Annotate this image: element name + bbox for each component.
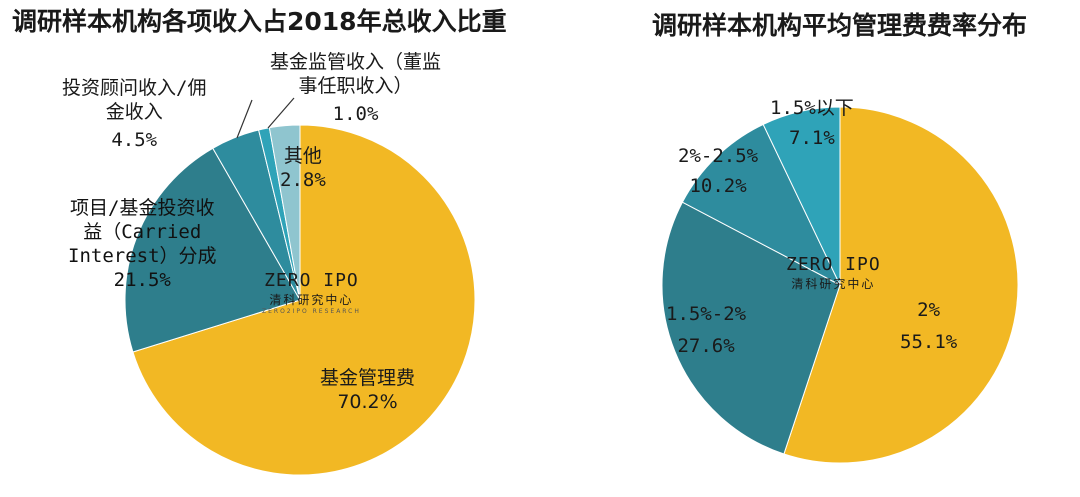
left-chart-title: 调研样本机构各项收入占2018年总收入比重 (12, 7, 507, 36)
left-pie (124, 124, 476, 476)
slice-name: 2% (917, 299, 941, 321)
right-pie-slice-2 (681, 123, 842, 287)
slice-name: Interest）分成 (68, 245, 217, 267)
slice-value: 4.5% (111, 129, 158, 151)
slice-name: 其他 (283, 145, 322, 167)
slice-value: 10.2% (689, 175, 747, 197)
left-slice-label-management-fee: 基金管理费 70.2% (320, 366, 415, 414)
slice-value: 27.6% (677, 335, 735, 357)
right-slice-label-2pct: 2% 55.1% (900, 298, 957, 354)
watermark-brand: ZERO IPO (264, 270, 359, 291)
watermark-subtitle: 清科研究中心 (269, 293, 354, 307)
right-slice-label-2-2-5pct: 2%-2.5% 10.2% (678, 144, 758, 198)
leader-line-supervision (267, 97, 295, 129)
slice-name: 项目/基金投资收 (70, 197, 215, 219)
watermark-left: ZERO IPO 清科研究中心 ZERO2IPO RESEARCH (262, 270, 361, 315)
left-slice-label-advisory: 投资顾问收入/佣 金收入 4.5% (62, 76, 206, 152)
watermark-subtitle: 清科研究中心 (791, 277, 876, 291)
left-slice-label-supervision: 基金监管收入（董监 事任职收入） 1.0% (270, 50, 441, 126)
slice-name: 基金监管收入（董监 (270, 51, 442, 73)
slice-name: 金收入 (105, 101, 163, 123)
left-slice-label-other: 其他 2.8% (280, 144, 326, 192)
left-pie-slice-4 (268, 124, 301, 301)
watermark-right: ZERO IPO 清科研究中心 (786, 254, 881, 292)
watermark-brand: ZERO IPO (786, 254, 881, 275)
slice-name: 基金管理费 (320, 367, 416, 389)
slice-name: 2%-2.5% (678, 145, 759, 167)
slice-value: 55.1% (900, 331, 958, 353)
left-pie-slice-1 (124, 147, 301, 353)
slice-name: 1.5%以下 (770, 97, 854, 119)
slice-name: 投资顾问收入/佣 (62, 77, 207, 99)
right-chart-title: 调研样本机构平均管理费费率分布 (652, 11, 1028, 40)
right-pie-slice-0 (783, 106, 1019, 464)
slice-value: 21.5% (113, 269, 171, 291)
right-slice-label-below-1-5pct: 1.5%以下 7.1% (770, 96, 854, 150)
right-slice-label-1-5-2pct: 1.5%-2% 27.6% (666, 302, 746, 358)
slice-value: 1.0% (332, 103, 379, 125)
left-pie-slice-0 (132, 124, 476, 476)
left-slice-label-carried-interest: 项目/基金投资收 益（Carried Interest）分成 21.5% (68, 196, 217, 292)
slice-value: 7.1% (789, 127, 835, 149)
right-pie (661, 106, 1019, 464)
watermark-english: ZERO2IPO RESEARCH (262, 308, 361, 315)
right-pie-slice-1 (661, 201, 841, 455)
right-pie-slice-3 (762, 106, 841, 286)
slice-value: 70.2% (337, 391, 398, 413)
slice-name: 事任职收入） (298, 75, 413, 97)
slice-value: 2.8% (280, 169, 326, 191)
leader-line-advisory (236, 99, 253, 139)
slice-name: 1.5%-2% (666, 303, 747, 325)
slice-name: 益（Carried (83, 221, 202, 243)
